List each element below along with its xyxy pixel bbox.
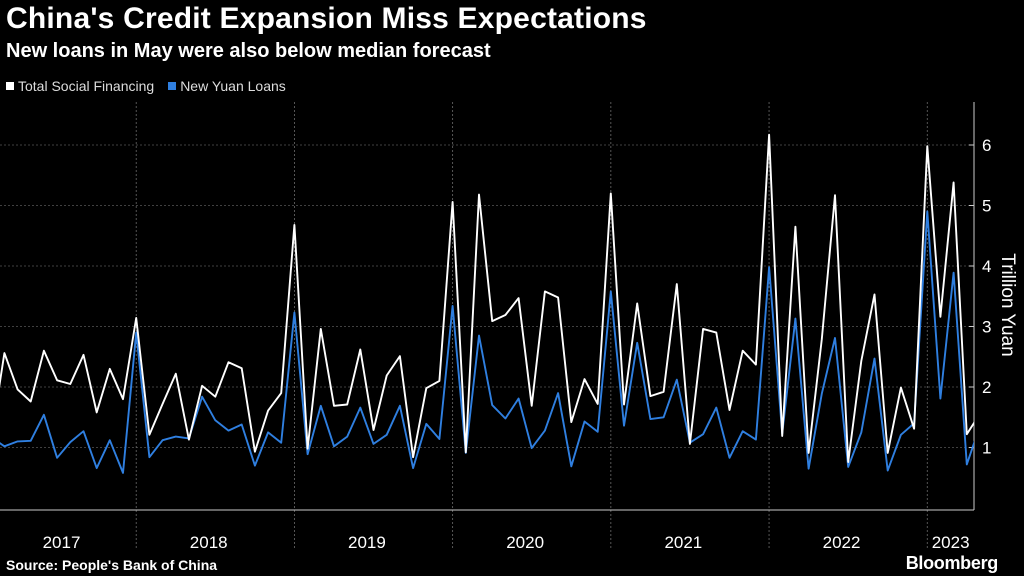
y-axis-title: Trillion Yuan: [997, 253, 1018, 357]
x-tick-label-2018: 2018: [190, 533, 228, 552]
legend-swatch-tsf: [6, 82, 14, 90]
y-tick-label-5: 5: [982, 197, 991, 216]
x-tick-label-2017: 2017: [43, 533, 81, 552]
chart-subtitle: New loans in May were also below median …: [6, 40, 491, 62]
x-tick-label-2020: 2020: [506, 533, 544, 552]
y-tick-label-6: 6: [982, 136, 991, 155]
series-line-total-social-financing: [0, 133, 974, 463]
y-tick-label-4: 4: [982, 257, 991, 276]
bloomberg-logo: Bloomberg: [905, 553, 999, 573]
x-tick-label-2021: 2021: [664, 533, 702, 552]
source-note: Source: People's Bank of China: [6, 557, 218, 573]
legend-item-tsf: Total Social Financing: [6, 78, 154, 94]
legend: Total Social Financing New Yuan Loans: [6, 78, 286, 94]
x-tick-label-2022: 2022: [823, 533, 861, 552]
y-tick-label-2: 2: [982, 378, 991, 397]
x-tick-label-2023: 2023: [932, 533, 970, 552]
legend-swatch-loans: [168, 82, 177, 90]
legend-label-loans: New Yuan Loans: [180, 78, 286, 94]
legend-label-tsf: Total Social Financing: [18, 78, 155, 94]
series-line-new-yuan-loans: [0, 210, 974, 474]
legend-item-loans: New Yuan Loans: [168, 78, 286, 94]
y-tick-label-1: 1: [982, 439, 991, 458]
x-tick-label-2019: 2019: [348, 533, 386, 552]
chart-title: China's Credit Expansion Miss Expectatio…: [6, 2, 647, 35]
y-tick-label-3: 3: [982, 318, 991, 337]
